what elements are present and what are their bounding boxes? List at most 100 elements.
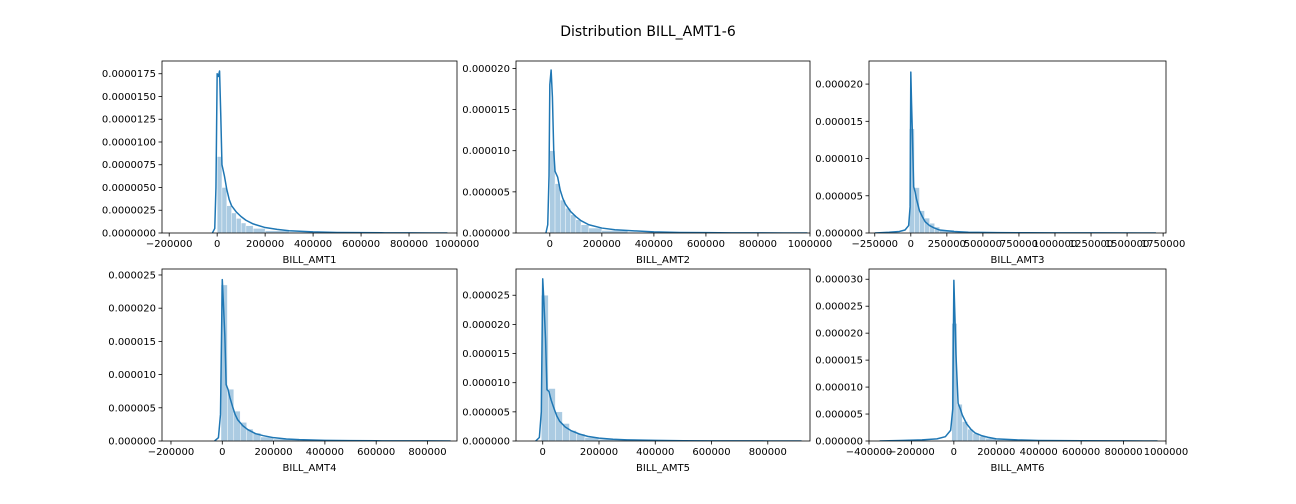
x-tick-label: 800000 <box>739 239 777 250</box>
x-tick-label: 500000 <box>964 239 1002 250</box>
kde-line <box>879 279 1158 441</box>
hist-bar <box>554 183 561 233</box>
kde-line <box>214 278 451 441</box>
axes-frame <box>515 268 811 442</box>
x-tick-label: 600000 <box>692 447 730 458</box>
subplot-2: 0.000000 0.000005 0.000010 0.000015 0.000020… <box>462 60 833 266</box>
x-tick-label: −200000 <box>148 447 195 458</box>
hist-bar <box>252 228 266 233</box>
y-tick-label: 0.000020 <box>108 304 156 315</box>
y-tick-label: 0.000030 <box>815 275 863 286</box>
hist-bar <box>227 389 235 441</box>
x-tick-label: 600000 <box>342 239 380 250</box>
x-tick-label: 1250000 <box>1069 239 1114 250</box>
x-tick-label: 0 <box>547 239 553 250</box>
hist-bar <box>919 210 925 233</box>
y-tick-label: 0.000010 <box>815 154 863 165</box>
y-tick-label: 0.000025 <box>462 291 510 302</box>
x-tick-label: 1000000 <box>1144 447 1189 458</box>
y-tick-label: 0.0000100 <box>102 137 156 148</box>
y-tick-label: 0.000015 <box>815 117 863 128</box>
hist-bar <box>245 225 254 233</box>
x-axis-label: BILL_AMT3 <box>991 255 1045 266</box>
hist-bar <box>956 404 963 441</box>
y-tick-label: 0.000005 <box>815 410 863 421</box>
y-tick-label: 0.000015 <box>462 349 510 360</box>
y-tick-label: 0.000010 <box>462 378 510 389</box>
x-tick-label: 1000000 <box>788 239 833 250</box>
x-tick-label: 400000 <box>306 447 344 458</box>
axes-frame <box>868 268 1167 442</box>
kde-line <box>211 70 448 233</box>
x-tick-label: 0 <box>540 447 546 458</box>
hist-bar <box>240 422 247 441</box>
x-axis-label: BILL_AMT4 <box>283 463 337 474</box>
figure-title: Distribution BILL_AMT1-6 <box>560 24 736 40</box>
hist-bar <box>240 222 247 233</box>
x-axis-label: BILL_AMT2 <box>636 255 690 266</box>
hist-bar <box>580 224 590 233</box>
subplot-5: 0.000000 0.000005 0.000010 0.000015 0.000020… <box>462 268 811 474</box>
x-tick-label: 1500000 <box>1105 239 1150 250</box>
x-tick-label: 800000 <box>408 447 446 458</box>
subplot-grid: 0.00000000.00000250.00000500.00000750.00… <box>102 60 1189 474</box>
x-tick-label: −200000 <box>146 239 193 250</box>
hist-bar <box>565 208 571 233</box>
y-tick-label: 0.0000000 <box>102 229 156 240</box>
hist-bar <box>233 410 241 441</box>
y-tick-label: 0.000015 <box>108 337 156 348</box>
y-tick-label: 0.0000150 <box>102 92 156 103</box>
x-tick-label: 0 <box>951 447 957 458</box>
x-tick-label: 400000 <box>636 447 674 458</box>
x-tick-label: 200000 <box>977 447 1015 458</box>
x-axis-label: BILL_AMT5 <box>636 463 690 474</box>
y-tick-label: 0.000010 <box>462 146 510 157</box>
x-tick-label: 200000 <box>583 239 621 250</box>
x-tick-label: 0 <box>214 239 220 250</box>
subplot-1: 0.0000000 0.0000025 0.0000050 0.0000075 0.00… <box>102 60 480 266</box>
x-tick-label: 200000 <box>254 447 292 458</box>
y-tick-label: 0.000020 <box>815 80 863 91</box>
x-tick-label: 400000 <box>1020 447 1058 458</box>
y-tick-label: 0.0000125 <box>102 115 156 126</box>
x-tick-label: 1000000 <box>1033 239 1078 250</box>
y-tick-label: 0.000015 <box>462 105 510 116</box>
kde-line <box>545 69 808 233</box>
subplot-6: 0.000000 0.000005 0.000010 0.000015 0.000020… <box>815 268 1189 474</box>
y-tick-label: 0.000000 <box>815 229 863 240</box>
y-tick-label: 0.000000 <box>462 229 510 240</box>
axes-frame <box>868 60 1167 234</box>
hist-bar <box>560 199 566 233</box>
y-tick-label: 0.000010 <box>815 383 863 394</box>
hist-bar <box>236 218 242 233</box>
y-tick-label: 0.000025 <box>815 302 863 313</box>
y-tick-label: 0.000010 <box>108 370 156 381</box>
x-tick-label: −200000 <box>888 447 935 458</box>
x-tick-label: 600000 <box>1062 447 1100 458</box>
y-tick-label: 0.000005 <box>815 191 863 202</box>
y-tick-label: 0.000005 <box>462 407 510 418</box>
hist-bar <box>570 214 577 233</box>
x-tick-label: 600000 <box>357 447 395 458</box>
x-tick-label: −400000 <box>846 447 893 458</box>
y-tick-label: 0.0000025 <box>102 206 156 217</box>
y-tick-label: 0.000025 <box>108 270 156 281</box>
x-tick-label: 1750000 <box>1141 239 1186 250</box>
y-tick-label: 0.000020 <box>815 329 863 340</box>
y-tick-label: 0.000005 <box>462 187 510 198</box>
hist-bar <box>216 156 223 233</box>
hist-bar <box>548 388 556 441</box>
y-tick-label: 0.000020 <box>462 320 510 331</box>
y-tick-label: 0.000000 <box>815 437 863 448</box>
y-tick-label: 0.000005 <box>108 403 156 414</box>
x-tick-label: 800000 <box>1104 447 1142 458</box>
x-tick-label: 1000000 <box>435 239 480 250</box>
y-tick-label: 0.000015 <box>815 356 863 367</box>
hist-bar <box>221 187 227 233</box>
y-tick-label: 0.0000175 <box>102 69 156 80</box>
y-tick-label: 0.000020 <box>462 64 510 75</box>
kde-line <box>535 278 802 441</box>
hist-bar <box>226 205 232 233</box>
axes-frame <box>161 60 458 234</box>
